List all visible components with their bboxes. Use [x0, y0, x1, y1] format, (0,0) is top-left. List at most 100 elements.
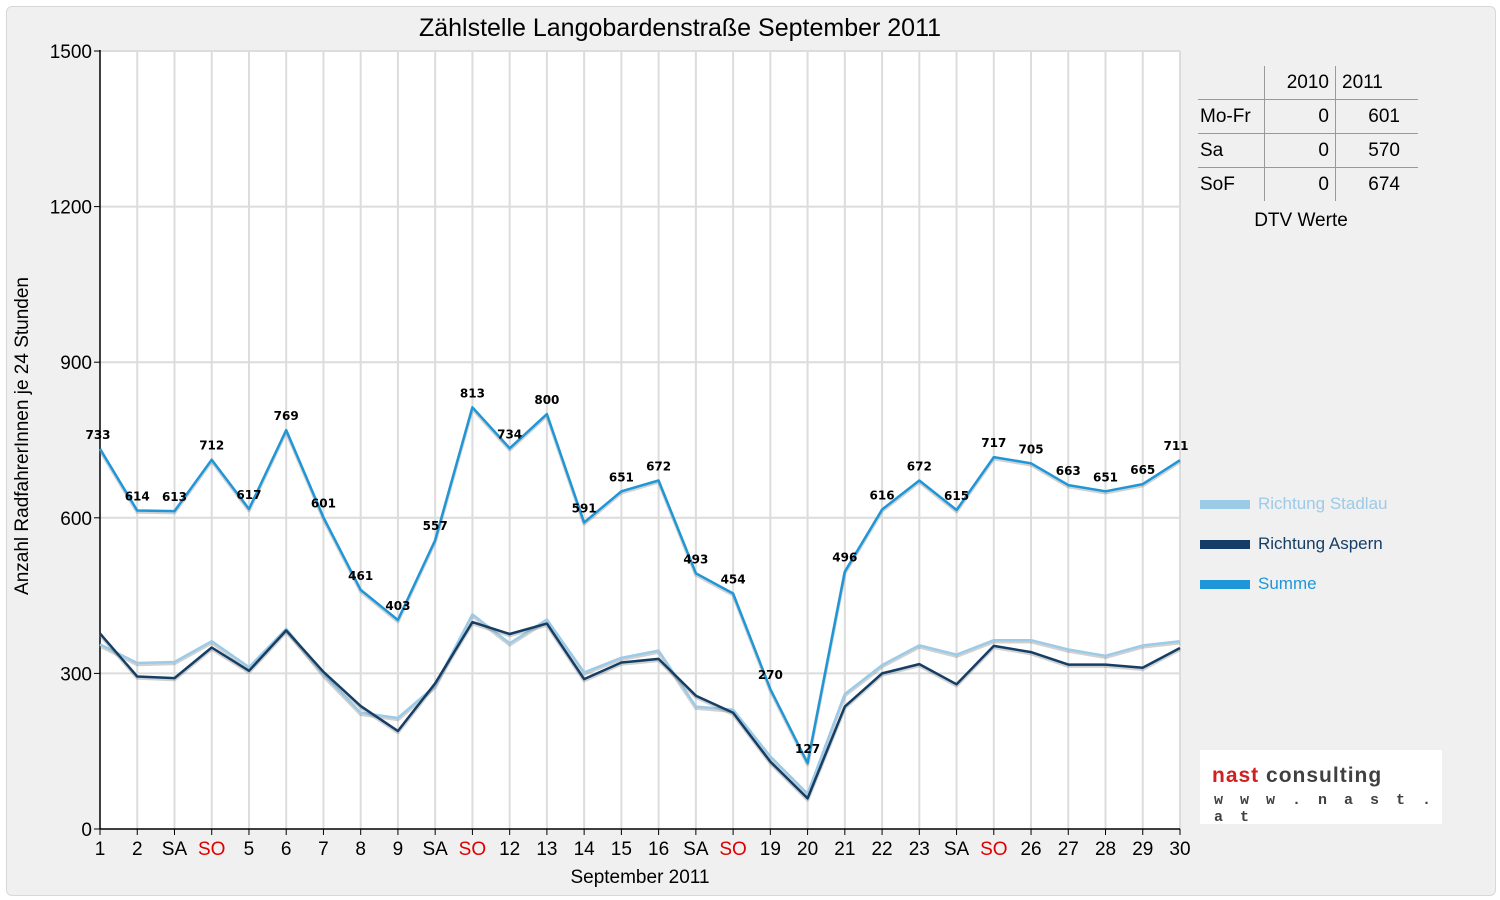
- data-label: 734: [497, 427, 522, 441]
- x-tick-label: 15: [611, 839, 632, 860]
- logo-url: w w w . n a s t . a t: [1214, 792, 1436, 826]
- legend-item-summe: Summe: [1200, 573, 1317, 595]
- x-tick-label: 8: [355, 839, 366, 860]
- series-line-summe: [98, 406, 1181, 765]
- data-label: 617: [236, 488, 261, 502]
- x-tick-label: SO: [459, 839, 486, 860]
- x-tick-label: 9: [393, 839, 404, 860]
- legend-swatch-stadlau: [1200, 499, 1250, 509]
- x-tick-label: 28: [1095, 839, 1116, 860]
- data-label: 672: [907, 459, 932, 473]
- legend-item-aspern: Richtung Aspern: [1200, 533, 1383, 555]
- data-label: 613: [162, 490, 187, 504]
- x-tick-label: 22: [871, 839, 892, 860]
- data-label: 717: [981, 436, 1006, 450]
- x-tick-label: 13: [536, 839, 557, 860]
- logo-part-consulting: consulting: [1266, 764, 1383, 787]
- y-tick-label: 600: [60, 509, 92, 530]
- x-tick-label: 26: [1020, 839, 1041, 860]
- data-label: 711: [1163, 439, 1188, 453]
- x-tick-label: 20: [797, 839, 818, 860]
- y-tick-label: 1500: [50, 42, 92, 63]
- x-tick-label: SO: [198, 839, 225, 860]
- legend-label-stadlau: Richtung Stadlau: [1258, 494, 1388, 513]
- data-label: 461: [348, 569, 373, 583]
- y-tick-label: 300: [60, 664, 92, 685]
- dtv-value-2010: 0: [1264, 99, 1336, 134]
- dtv-table: 2010 2011 Mo-Fr 0 601 Sa 0 570 SoF 0 674: [1198, 66, 1418, 201]
- x-tick-label: 6: [281, 839, 292, 860]
- data-label: 614: [125, 490, 150, 504]
- dtv-row-sof: SoF 0 674: [1198, 167, 1418, 201]
- dtv-row-label: SoF: [1200, 173, 1235, 195]
- x-tick-label: 12: [499, 839, 520, 860]
- data-label: 496: [832, 551, 857, 565]
- y-tick-label: 900: [60, 353, 92, 374]
- legend-label-aspern: Richtung Aspern: [1258, 534, 1383, 553]
- data-label: 454: [721, 573, 746, 587]
- dtv-row-label: Mo-Fr: [1200, 105, 1251, 127]
- dtv-header-row: 2010 2011: [1198, 66, 1418, 100]
- data-label: 557: [423, 519, 448, 533]
- x-axis-label: September 2011: [570, 867, 709, 888]
- data-label: 651: [1093, 470, 1118, 484]
- dtv-header-2011: 2011: [1335, 66, 1418, 100]
- data-label: 800: [534, 393, 559, 407]
- x-tick-label: 2: [132, 839, 143, 860]
- x-tick-label: SO: [980, 839, 1007, 860]
- data-label: 651: [609, 470, 634, 484]
- data-label: 813: [460, 386, 485, 400]
- dtv-row-mofr: Mo-Fr 0 601: [1198, 99, 1418, 134]
- x-tick-label: 16: [648, 839, 669, 860]
- dtv-value-2011: 601: [1335, 99, 1418, 134]
- y-tick-label: 1200: [50, 198, 92, 219]
- x-tick-label: 5: [244, 839, 255, 860]
- series-line-aspern: [99, 620, 1181, 800]
- data-label: 601: [311, 496, 336, 510]
- x-tick-label: 7: [318, 839, 329, 860]
- x-tick-label: SA: [944, 839, 970, 860]
- x-tick-label: 30: [1169, 839, 1190, 860]
- x-tick-label: 19: [760, 839, 781, 860]
- data-label: 733: [85, 428, 110, 442]
- dtv-row-label: Sa: [1200, 139, 1224, 161]
- series-line-stadlau: [99, 613, 1181, 795]
- x-tick-label: 23: [909, 839, 930, 860]
- legend-swatch-aspern: [1200, 539, 1250, 549]
- data-label: 270: [758, 668, 783, 682]
- data-label: 127: [795, 742, 820, 756]
- logo-wordmark: nast consulting: [1212, 764, 1382, 788]
- dtv-row-sa: Sa 0 570: [1198, 133, 1418, 168]
- legend-swatch-summe: [1200, 579, 1250, 589]
- x-tick-label: 14: [574, 839, 596, 860]
- x-tick-label: 29: [1132, 839, 1153, 860]
- data-label: 493: [683, 552, 708, 566]
- x-tick-label: 1: [95, 839, 106, 860]
- plot-area: [100, 51, 1180, 829]
- data-label: 672: [646, 459, 671, 473]
- data-label: 616: [870, 489, 895, 503]
- nast-consulting-logo: nast consulting w w w . n a s t . a t: [1200, 750, 1442, 826]
- x-tick-label: SO: [719, 839, 746, 860]
- dtv-value-2011: 674: [1335, 167, 1418, 201]
- dtv-value-2011: 570: [1335, 133, 1418, 168]
- dtv-header-2010: 2010: [1264, 66, 1336, 100]
- x-tick-label: SA: [162, 839, 188, 860]
- data-label: 615: [944, 489, 969, 503]
- dtv-caption: DTV Werte: [1254, 210, 1348, 231]
- y-axis-label: Anzahl RadfahrerInnen je 24 Stunden: [12, 277, 33, 595]
- dtv-value-2010: 0: [1264, 167, 1336, 201]
- data-label: 663: [1056, 464, 1081, 478]
- x-tick-label: SA: [683, 839, 709, 860]
- chart-title: Zählstelle Langobardenstraße September 2…: [419, 14, 941, 42]
- data-label: 403: [385, 599, 410, 613]
- data-label: 712: [199, 439, 224, 453]
- data-label: 591: [572, 501, 597, 515]
- logo-part-nast: nast: [1212, 764, 1260, 787]
- data-label: 665: [1130, 463, 1155, 477]
- legend-item-stadlau: Richtung Stadlau: [1200, 493, 1387, 515]
- x-tick-label: SA: [422, 839, 448, 860]
- x-tick-label: 27: [1058, 839, 1079, 860]
- x-tick-label: 21: [834, 839, 855, 860]
- dtv-value-2010: 0: [1264, 133, 1336, 168]
